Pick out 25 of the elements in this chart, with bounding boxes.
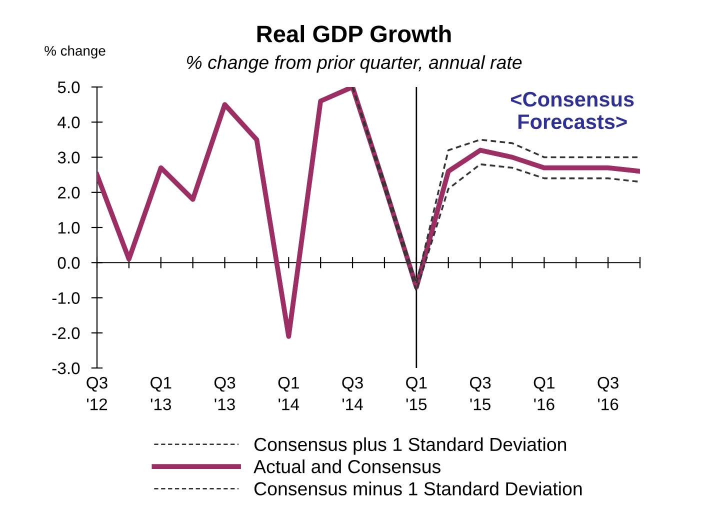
y-tick-label: 3.0 [58,152,80,164]
x-tick-label: Q1 '14 [278,376,300,410]
y-tick-label: -3.0 [52,362,80,374]
y-tick-label: 4.0 [58,116,80,128]
x-tick-label: Q3 '15 [470,376,491,410]
y-tick-label: 5.0 [58,81,80,94]
y-tick-label: 2.0 [58,186,80,199]
x-tick-label: Q3 '14 [342,376,363,410]
legend-label: Actual and Consensus [254,459,440,474]
x-tick-label: Q3 '12 [86,376,108,410]
x-tick-label: Q3 '16 [598,376,618,410]
legend-label: Consensus minus 1 Standard Deviation [254,482,582,496]
annotation: <Consensus Forecasts> [510,92,634,130]
chart-title: Real GDP Growth [257,24,451,42]
chart-subtitle: % change from prior quarter, annual rate [187,55,522,73]
x-tick-label: Q3 '13 [214,376,236,410]
y-tick-label: 0.0 [58,257,80,269]
y-tick-label: -2.0 [52,327,80,340]
y-axis-title: % change [44,46,106,58]
x-tick-label: Q1 '16 [534,376,554,410]
x-tick-label: Q1 '13 [150,376,172,410]
legend-label: Consensus plus 1 Standard Deviation [254,437,566,455]
y-tick-label: -1.0 [52,292,80,304]
x-tick-label: Q1 '15 [406,376,427,410]
y-tick-label: 1.0 [58,222,80,234]
